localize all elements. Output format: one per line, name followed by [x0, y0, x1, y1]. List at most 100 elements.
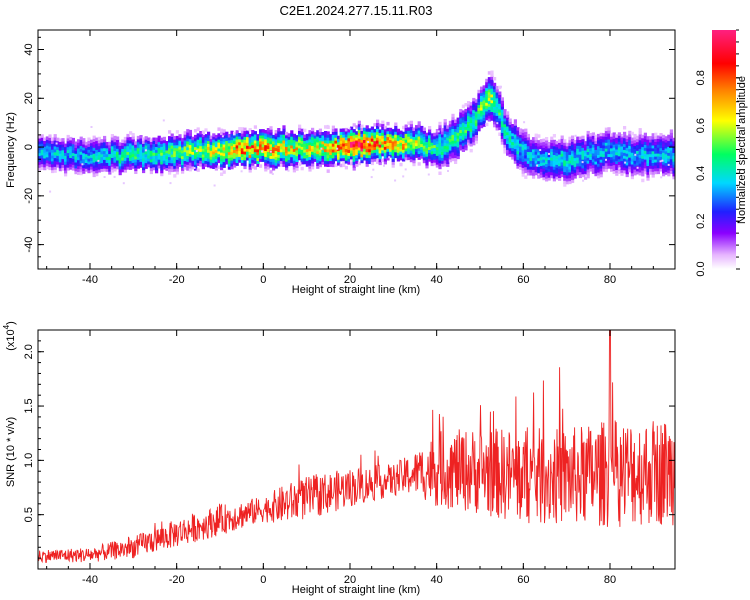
spectrogram-cell	[612, 161, 616, 166]
spectrogram-cell	[672, 140, 675, 145]
spectrogram-cell	[521, 143, 525, 148]
spectrogram-cell	[181, 155, 185, 160]
spectrogram-cell	[659, 168, 663, 172]
spectrogram-cell	[443, 127, 447, 132]
spectrogram-cell	[524, 143, 528, 147]
spectrogram-cell	[48, 163, 52, 168]
spectrogram-cell	[370, 161, 374, 166]
spectrogram-cell	[477, 107, 481, 111]
spectrogram-cell	[656, 161, 660, 166]
spectrogram-cell	[461, 130, 465, 135]
spectrogram-cell	[568, 177, 572, 182]
spectrogram-cell	[365, 163, 369, 167]
spectrogram-cell	[490, 114, 494, 118]
spectrogram-cell	[526, 172, 530, 176]
spectrogram-cell	[344, 165, 348, 170]
spectrogram-cell	[209, 138, 213, 142]
spectrogram-cell	[69, 151, 73, 155]
spectrogram-cell	[454, 119, 458, 123]
spectrogram-cell	[209, 147, 213, 151]
spectrogram-cell	[487, 112, 491, 116]
spectrogram-cell	[168, 144, 172, 149]
spectrogram-cell	[207, 161, 211, 165]
spectrogram-cell	[438, 165, 442, 170]
spectrogram-cell	[615, 157, 619, 162]
spectrogram-cell	[162, 145, 166, 149]
spectrogram-cell	[620, 140, 624, 144]
spectrogram-cell	[285, 131, 289, 136]
spectrogram-cell	[459, 114, 463, 119]
spectrogram-cell	[266, 160, 270, 164]
spectrogram-cell	[350, 158, 354, 163]
spectrogram-cell	[493, 115, 497, 119]
spectrogram-cell	[105, 147, 109, 152]
spectrogram-cell	[565, 172, 569, 176]
spectrogram-cell	[513, 119, 517, 123]
spectrogram-cell	[225, 146, 229, 150]
spectrogram-cell	[240, 156, 244, 160]
spectrogram-cell	[274, 156, 278, 160]
spectrogram-cell	[656, 141, 660, 145]
spectrogram-cell	[82, 161, 86, 165]
spectrogram-cell	[571, 150, 575, 154]
spectrogram-cell	[578, 142, 582, 146]
spectrogram-cell	[461, 136, 465, 141]
spectrogram-cell	[207, 146, 211, 150]
spectrogram-cell	[292, 136, 296, 141]
spectrogram-cell	[584, 161, 588, 166]
spectrogram-cell	[368, 128, 372, 132]
spectrogram-cell	[441, 131, 445, 135]
spectrogram-cell	[485, 90, 489, 94]
spectrogram-cell	[131, 147, 135, 152]
spectrogram-cell	[623, 149, 627, 153]
spectrogram-cell	[204, 140, 208, 144]
spectrogram-cell	[261, 134, 265, 139]
spectrogram-cell	[667, 155, 671, 159]
spectrogram-cell	[201, 130, 205, 134]
spectrogram-speckle	[372, 168, 375, 171]
spectrogram-cell	[334, 148, 338, 153]
spectrogram-cell	[248, 157, 252, 161]
spectrogram-cell	[500, 117, 504, 122]
spectrogram-cell	[266, 130, 270, 135]
spectrogram-cell	[56, 143, 60, 148]
spectrogram-cell	[45, 139, 49, 143]
spectrogram-cell	[342, 163, 346, 167]
spectrogram-cell	[649, 147, 653, 152]
spectrogram-cell	[363, 151, 367, 155]
spectrogram-cell	[615, 146, 619, 150]
spectrogram-cell	[178, 157, 182, 162]
spectrogram-cell	[610, 168, 614, 172]
spectrogram-cell	[103, 168, 107, 172]
spectrogram-cell	[199, 157, 203, 161]
spectrogram-cell	[329, 157, 333, 161]
spectrogram-cell	[352, 152, 356, 156]
spectrogram-cell	[305, 157, 309, 161]
spectrogram-cell	[664, 165, 668, 169]
spectrogram-cell	[412, 156, 416, 161]
x-tick-label: 0	[260, 574, 266, 586]
spectrogram-cell	[173, 136, 177, 140]
spectrogram-speckle	[388, 156, 391, 159]
spectrogram-cell	[56, 164, 60, 168]
spectrogram-cell	[589, 156, 593, 160]
spectrogram-cell	[628, 136, 632, 141]
spectrogram-cell	[246, 157, 250, 161]
spectrogram-cell	[74, 170, 78, 175]
spectrogram-cell	[103, 156, 107, 160]
spectrogram-cell	[123, 169, 127, 173]
spectrogram-cell	[279, 154, 283, 159]
spectrogram-cell	[443, 136, 447, 141]
spectrogram-cell	[116, 157, 120, 161]
spectrogram-cell	[110, 142, 114, 147]
spectrogram-cell	[121, 168, 125, 173]
spectrogram-cell	[597, 157, 601, 161]
spectrogram-cell	[222, 138, 226, 142]
spectrogram-cell	[669, 147, 673, 151]
spectrogram-cell	[420, 134, 424, 139]
spectrogram-cell	[188, 141, 192, 146]
spectrogram-cell	[581, 141, 585, 145]
spectrogram-cell	[248, 151, 252, 156]
spectrogram-cell	[227, 134, 231, 138]
spectrogram-cell	[233, 152, 237, 156]
